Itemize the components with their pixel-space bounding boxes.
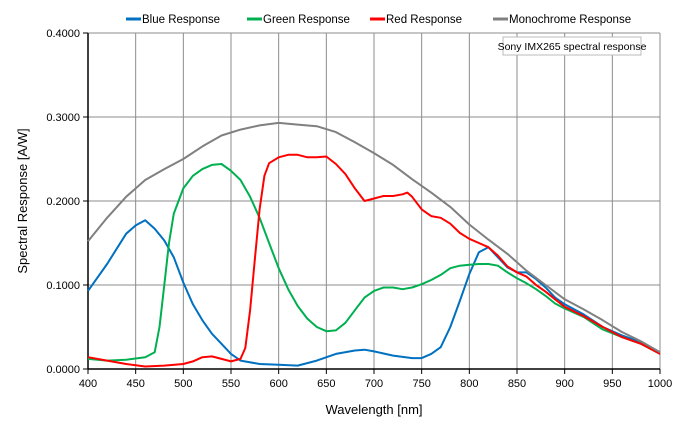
grid [87, 32, 661, 370]
x-tick-label: 500 [174, 378, 192, 390]
x-tick-label: 650 [317, 378, 335, 390]
series-line-monochrome-response [87, 121, 661, 354]
annotation-text: Sony IMX265 spectral response [498, 41, 647, 53]
x-tick-label: 1000 [648, 378, 672, 390]
y-tick-label: 0.1000 [46, 280, 80, 292]
x-tick-label: 400 [79, 378, 97, 390]
x-tick-label: 900 [555, 378, 573, 390]
legend-label: Red Response [386, 14, 462, 26]
legend-item: Monochrome Response [493, 14, 631, 26]
annotation-box: Sony IMX265 spectral response [498, 36, 647, 56]
x-tick-label: 600 [269, 378, 287, 390]
x-tick-label: 850 [508, 378, 526, 390]
x-tick-label: 550 [222, 378, 240, 390]
y-tick-label: 0.3000 [46, 112, 80, 124]
x-tick-label: 800 [460, 378, 478, 390]
series-line-blue-response [87, 219, 661, 367]
x-axis-label: Wavelength [nm] [325, 402, 422, 417]
legend-item: Green Response [247, 14, 350, 26]
legend-label: Green Response [263, 14, 350, 26]
series-line-green-response [87, 163, 661, 362]
x-tick-label: 750 [412, 378, 430, 390]
legend-label: Blue Response [142, 14, 220, 26]
series-line-red-response [87, 153, 661, 368]
legend-item: Blue Response [126, 14, 220, 26]
legend: Blue Response Green Response Red Response M… [126, 14, 631, 26]
legend-item: Red Response [370, 14, 462, 26]
y-tick-label: 0.2000 [46, 196, 80, 208]
y-tick-label: 0.0000 [46, 364, 80, 376]
x-tick-label: 950 [603, 378, 621, 390]
y-tick-label: 0.4000 [46, 28, 80, 40]
y-axis-label: Spectral Response [A/W] [15, 128, 30, 273]
series-lines [87, 121, 661, 368]
legend-label: Monochrome Response [509, 14, 631, 26]
x-axis-ticks: 400 450 500 550 600 650 700 750 800 850 900 950 1000 [79, 369, 672, 390]
x-tick-label: 700 [365, 378, 383, 390]
x-tick-label: 450 [126, 378, 144, 390]
y-axis-ticks: 0.0000 0.1000 0.2000 0.3000 0.4000 [46, 28, 88, 376]
